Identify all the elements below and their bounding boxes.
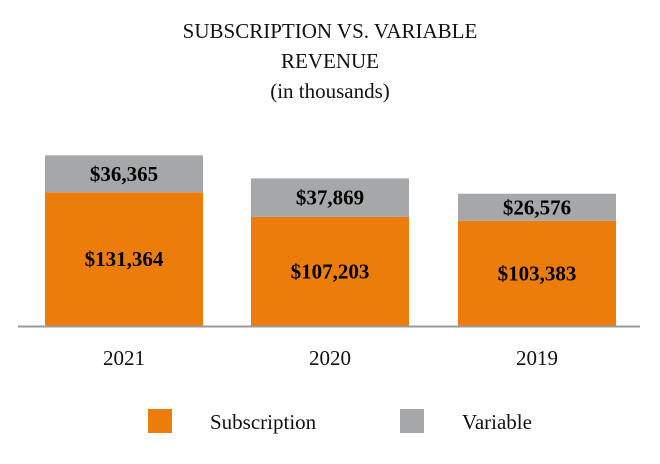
chart-title-line-2: REVENUE [281,49,379,73]
bar-variable-2021 [45,155,203,193]
data-label-variable-2020: $37,869 [296,186,364,210]
x-tick-label-2019: 2019 [516,346,558,370]
data-label-subscription-2019: $103,383 [498,261,577,285]
x-tick-label-2020: 2020 [309,346,351,370]
bar-subscription-2020 [251,216,409,326]
legend-label-subscription: Subscription [210,410,317,434]
chart-title-line-1: SUBSCRIPTION VS. VARIABLE [182,19,478,43]
legend-swatch-variable [400,409,424,433]
bar-variable-2020 [251,178,409,217]
data-label-variable-2021: $36,365 [90,162,158,186]
chart-title: SUBSCRIPTION VS. VARIABLE REVENUE (in th… [0,16,660,106]
data-label-subscription-2021: $131,364 [85,247,164,271]
legend-label-variable: Variable [462,410,532,434]
bar-subscription-2019 [458,220,616,326]
legend-swatch-subscription [148,409,172,433]
x-tick-label-2021: 2021 [103,346,145,370]
chart-title-line-3: (in thousands) [270,79,390,103]
data-label-subscription-2020: $107,203 [291,259,370,283]
bar-subscription-2021 [45,192,203,326]
data-label-variable-2019: $26,576 [503,195,571,219]
bar-variable-2019 [458,193,616,221]
